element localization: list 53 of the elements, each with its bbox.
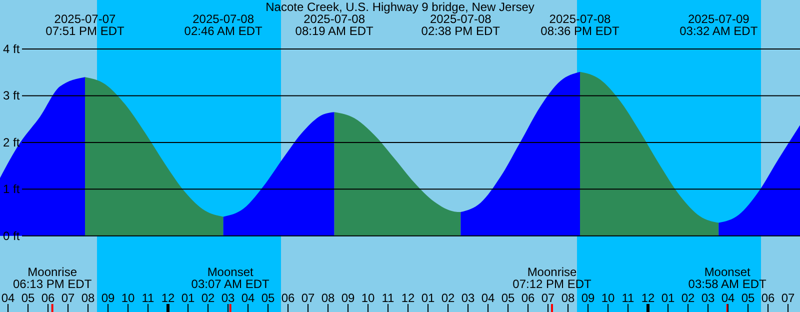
x-tick-label: 10 (121, 291, 135, 305)
x-tick-label: 06 (281, 291, 295, 305)
x-tick-label: 07 (781, 291, 795, 305)
x-tick-label: 08 (321, 291, 335, 305)
x-tick-label: 12 (401, 291, 415, 305)
ref-line-label: Moonrise 07:12 PM EDT (512, 265, 592, 291)
x-tick-label: 02 (441, 291, 455, 305)
x-tick-label: 07 (301, 291, 315, 305)
ref-line-label: Moonrise 06:13 PM EDT (12, 265, 93, 291)
x-tick-label: 03 (461, 291, 475, 305)
x-tick-label: 03 (701, 291, 715, 305)
x-tick-label: 04 (721, 291, 735, 305)
x-tick-label: 08 (561, 291, 575, 305)
x-tick-label: 05 (21, 291, 35, 305)
x-tick-label: 02 (201, 291, 215, 305)
y-tick-label: 3 ft (3, 88, 20, 103)
x-tick-label: 12 (641, 291, 655, 305)
x-tick-label: 07 (61, 291, 75, 305)
y-tick-label: 2 ft (3, 135, 20, 150)
x-tick-label: 10 (601, 291, 615, 305)
x-tick-label: 01 (421, 291, 435, 305)
y-tick-label: 4 ft (3, 42, 20, 56)
x-tick-label: 03 (221, 291, 235, 305)
x-tick-label: 04 (241, 291, 255, 305)
x-tick-label: 04 (1, 291, 15, 305)
x-tick-label: 05 (501, 291, 515, 305)
x-tick-label: 12 (161, 291, 175, 305)
x-tick-label: 05 (741, 291, 755, 305)
x-tick-label: 09 (581, 291, 595, 305)
x-tick-label: 07 (541, 291, 555, 305)
x-tick-label: 02 (681, 291, 695, 305)
x-tick-label: 10 (361, 291, 375, 305)
x-tick-label: 11 (382, 291, 395, 305)
x-tick-label: 06 (521, 291, 535, 305)
x-tick-label: 08 (81, 291, 95, 305)
ref-line-label: Moonset 03:58 AM EDT (687, 265, 768, 291)
x-tick-label: 06 (41, 291, 55, 305)
x-tick-label: 05 (261, 291, 275, 305)
annotation: 2025-07-08 02:46 AM EDT (183, 12, 264, 38)
x-tick-label: 01 (661, 291, 675, 305)
x-tick-label: 09 (101, 291, 115, 305)
x-tick-label: 11 (142, 291, 155, 305)
x-tick-label: 09 (341, 291, 355, 305)
y-tick-label: 1 ft (3, 182, 20, 196)
x-tick-label: 11 (622, 291, 635, 305)
annotation: 2025-07-08 08:36 PM EDT (540, 12, 620, 38)
ref-line-label: Moonset 03:07 AM EDT (190, 265, 270, 291)
annotation: 2025-07-08 02:38 PM EDT (420, 12, 500, 38)
x-tick-label: 04 (481, 291, 495, 305)
annotation: 2025-07-08 08:19 AM EDT (294, 12, 374, 38)
annotation: 2025-07-09 03:32 AM EDT (678, 12, 759, 38)
x-tick-label: 06 (761, 291, 775, 305)
x-tick-label: 01 (181, 291, 195, 305)
